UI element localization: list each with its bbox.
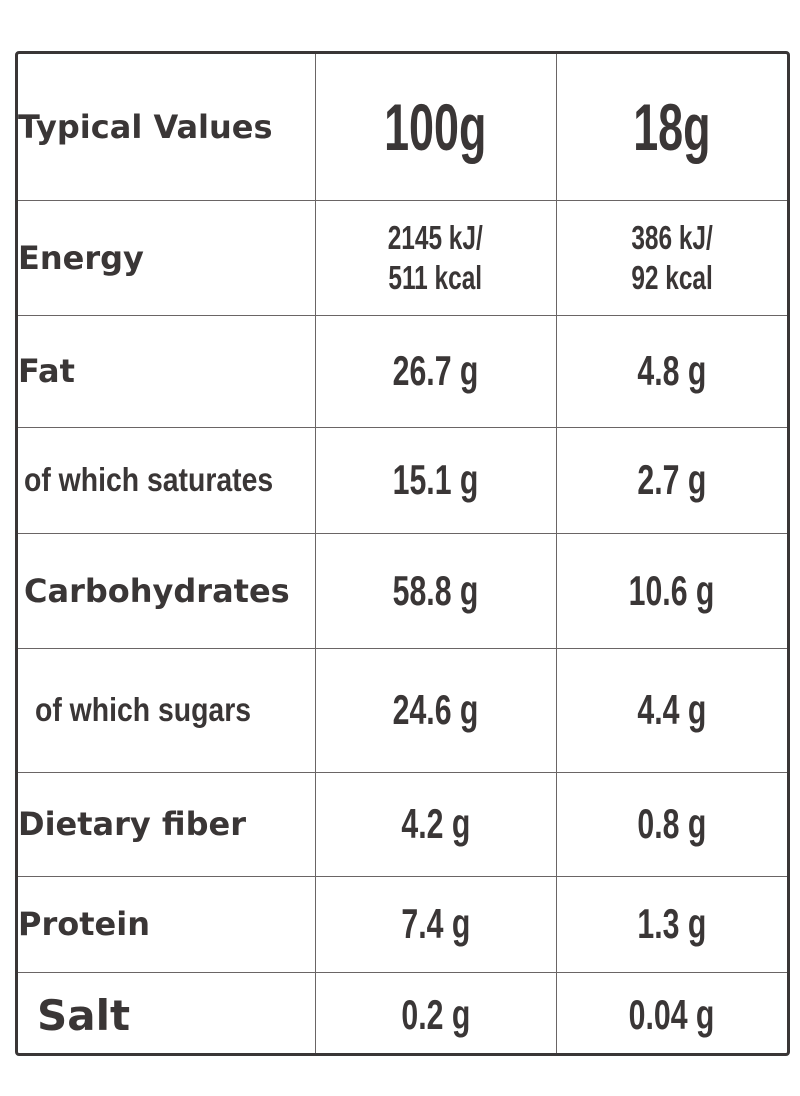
fat-per-100g: 26.7 g [314,314,557,428]
salt-per-100g: 0.2 g [314,971,557,1053]
table-row-salt: Salt 0.2 g 0.04 g [18,971,787,1053]
fat-per-serving: 4.8 g [555,314,787,428]
sugars-per-100g: 24.6 g [314,647,557,773]
per-serving-header: 18g [555,54,787,201]
saturates-label: of which saturates [24,461,274,498]
table-row-sugars: of which sugars 24.6 g 4.4 g [18,647,787,773]
energy-per-serving: 386 kJ/ 92 kcal [555,199,787,316]
fiber-per-serving: 0.8 g [555,771,787,877]
fiber-label: Dietary fiber [18,771,316,877]
header-row: Typical Values 100g 18g [18,54,787,201]
salt-label: Salt [18,971,316,1053]
table-row-carbohydrates: Carbohydrates 58.8 g 10.6 g [18,532,787,649]
protein-label: Protein [18,875,316,973]
carbohydrates-per-serving: 10.6 g [555,532,787,649]
nutrition-table: Typical Values 100g 18g Energy 2145 kJ/ … [15,51,790,1056]
saturates-label-cell: of which saturates [18,426,316,534]
per-100g-header: 100g [314,54,557,201]
nutrition-grid: Typical Values 100g 18g Energy 2145 kJ/ … [18,54,787,1053]
energy-per-100g: 2145 kJ/ 511 kcal [314,199,557,316]
salt-per-serving: 0.04 g [555,971,787,1053]
protein-per-serving: 1.3 g [555,875,787,973]
carbohydrates-per-100g: 58.8 g [314,532,557,649]
table-row-fat: Fat 26.7 g 4.8 g [18,314,787,428]
saturates-per-100g: 15.1 g [314,426,557,534]
fat-label: Fat [18,314,316,428]
table-row-energy: Energy 2145 kJ/ 511 kcal 386 kJ/ 92 kcal [18,199,787,316]
fiber-per-100g: 4.2 g [314,771,557,877]
table-row-fiber: Dietary fiber 4.2 g 0.8 g [18,771,787,877]
saturates-per-serving: 2.7 g [555,426,787,534]
sugars-label-cell: of which sugars [18,647,316,773]
sugars-per-serving: 4.4 g [555,647,787,773]
energy-label: Energy [18,199,316,316]
carbohydrates-label: Carbohydrates [18,532,316,649]
table-row-saturates: of which saturates 15.1 g 2.7 g [18,426,787,534]
sugars-label: of which sugars [35,691,252,728]
typical-values-label: Typical Values [18,54,316,201]
protein-per-100g: 7.4 g [314,875,557,973]
table-row-protein: Protein 7.4 g 1.3 g [18,875,787,973]
